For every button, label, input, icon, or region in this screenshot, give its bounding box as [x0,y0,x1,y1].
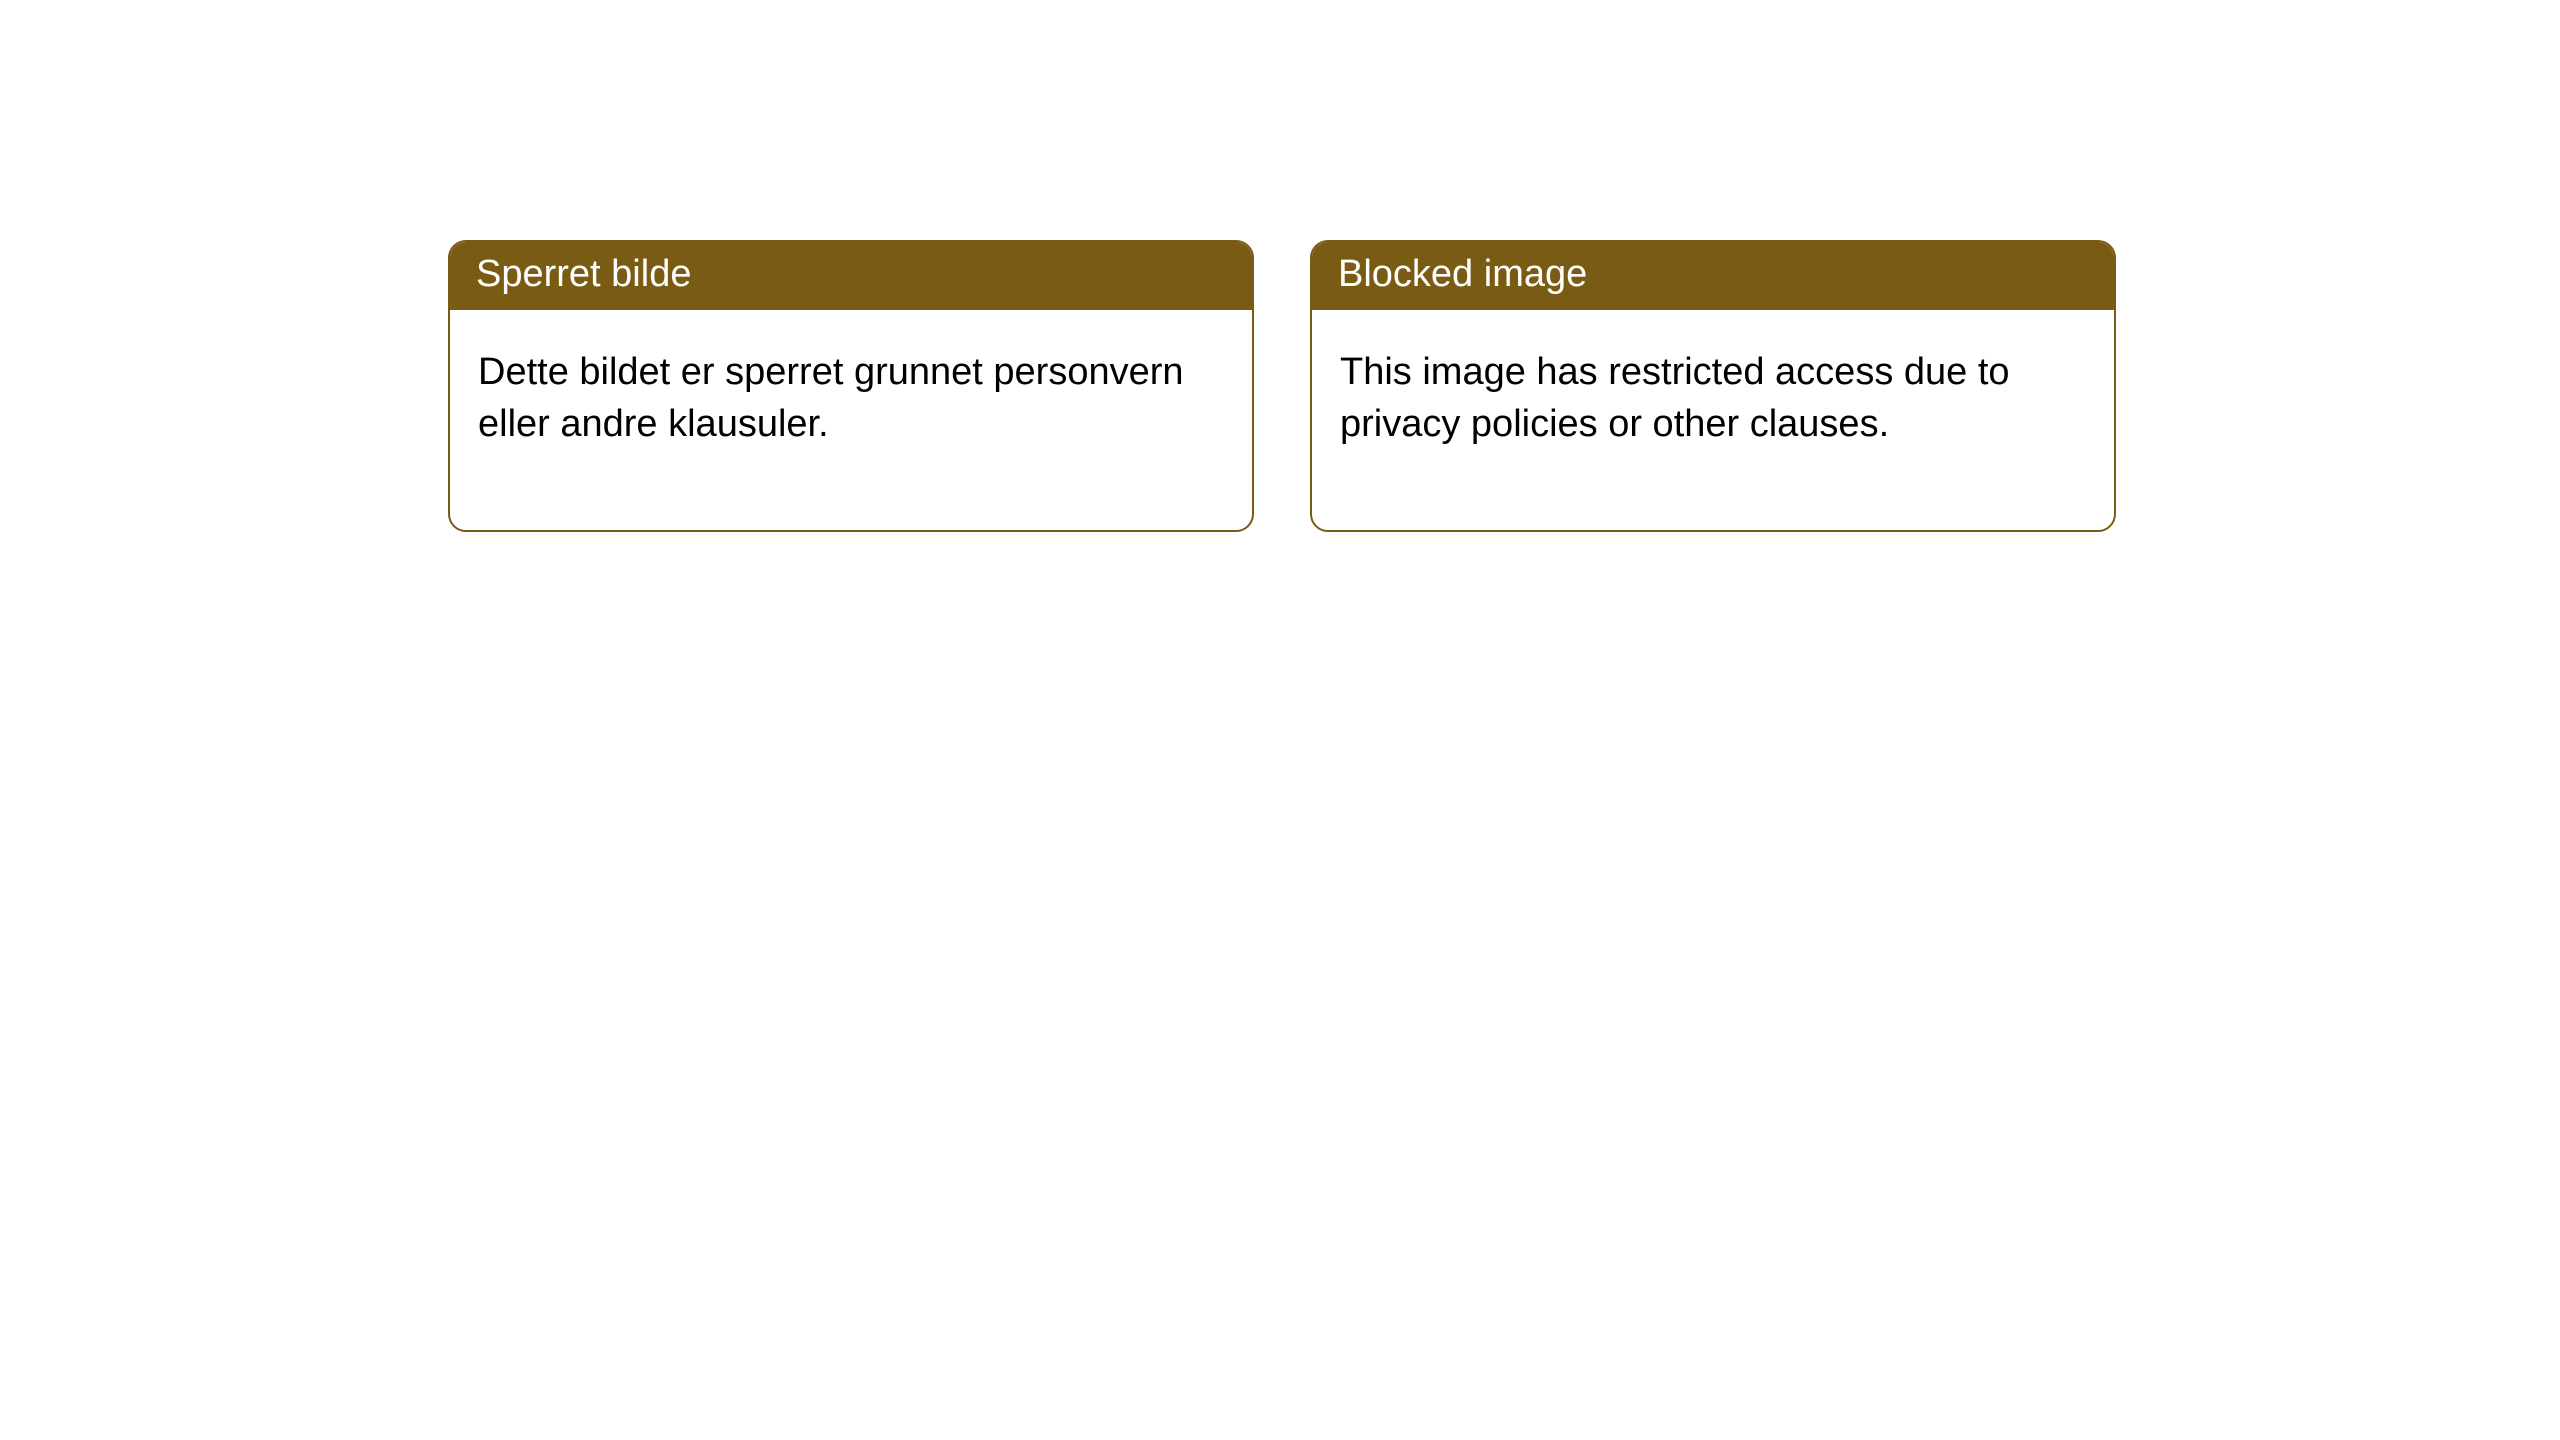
card-header: Blocked image [1312,242,2114,310]
card-body: This image has restricted access due to … [1312,310,2114,531]
blocked-image-card-no: Sperret bilde Dette bildet er sperret gr… [448,240,1254,532]
cards-container: Sperret bilde Dette bildet er sperret gr… [0,0,2560,532]
card-header: Sperret bilde [450,242,1252,310]
card-body: Dette bildet er sperret grunnet personve… [450,310,1252,531]
blocked-image-card-en: Blocked image This image has restricted … [1310,240,2116,532]
